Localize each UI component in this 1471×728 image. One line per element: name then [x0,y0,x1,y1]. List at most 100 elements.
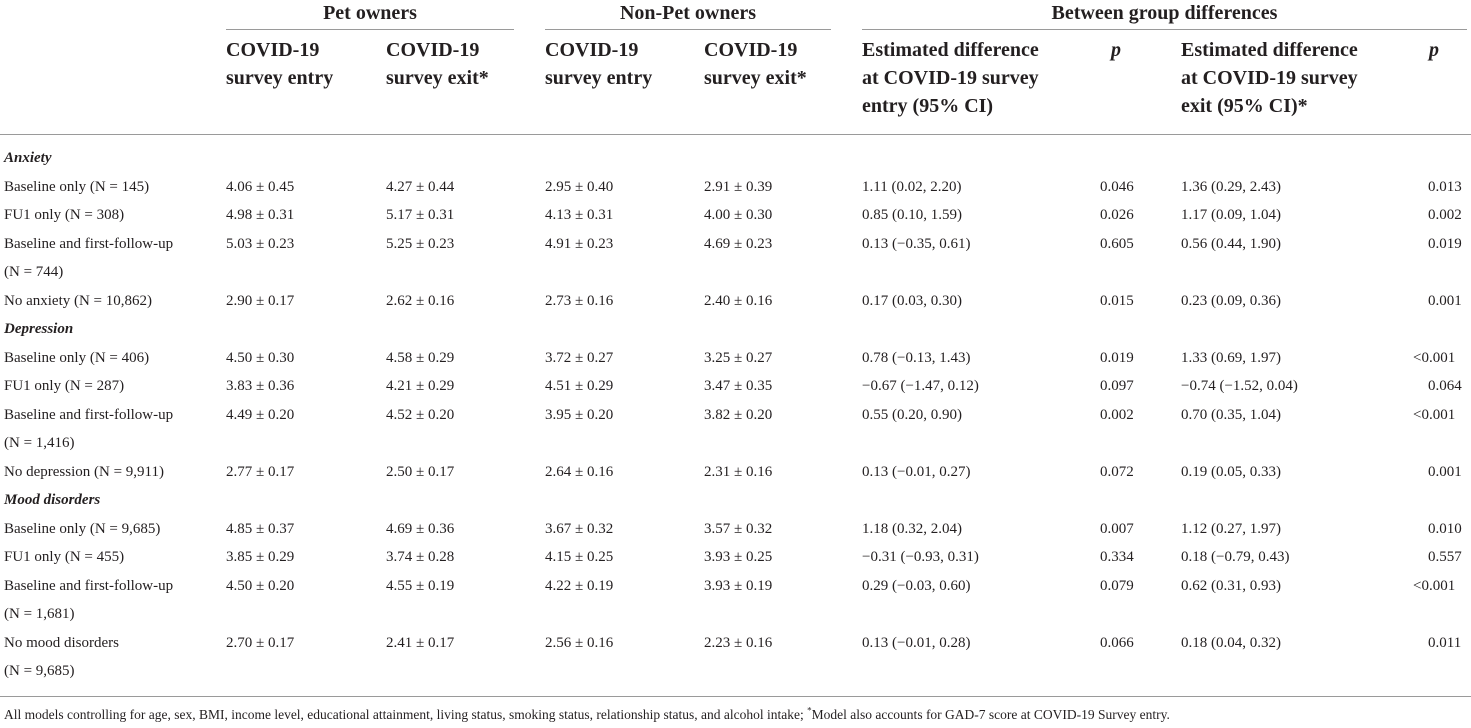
cell-pet-entry: 4.49 ± 0.20 [226,406,295,423]
group-header-pet-owners: Pet owners [323,2,417,24]
group-header-non-pet-owners: Non-Pet owners [619,2,757,24]
cell-diff-exit: 1.12 (0.27, 1.97) [1181,520,1281,537]
cell-np-entry: 3.67 ± 0.32 [545,520,614,537]
col-header-pet-entry: COVID-19 survey entry [226,39,334,89]
cell-pet-entry: 5.03 ± 0.23 [226,235,295,252]
cell-p1: 0.019 [1100,349,1134,366]
col-header-pet-exit: COVID-19 survey exit* [386,39,489,89]
cell-diff-exit: 0.19 (0.05, 0.33) [1181,463,1281,480]
col-header-nonpet-exit: COVID-19 survey exit* [704,39,807,89]
cell-p2: 0.002 [1428,207,1462,223]
cell-diff-entry: −0.67 (−1.47, 0.12) [862,378,979,394]
cell-pet-entry: 4.50 ± 0.30 [226,349,295,366]
cell-pet-exit: 4.52 ± 0.20 [386,406,455,423]
cell-p1: 0.002 [1100,406,1134,423]
cell-np-entry: 2.64 ± 0.16 [545,463,614,480]
cell-diff-exit: 0.70 (0.35, 1.04) [1181,406,1281,423]
cell-diff-entry: 0.13 (−0.01, 0.28) [862,634,971,651]
footnote-text: All models controlling for age, sex, BMI… [4,707,808,722]
row-label: Baseline only (N = 406) [4,349,150,366]
row-label: No depression (N = 9,911) [4,463,164,480]
section-heading: Anxiety [4,150,52,166]
cell-pet-exit: 2.62 ± 0.16 [386,292,455,309]
cell-np-exit: 3.93 ± 0.25 [704,549,773,565]
cell-pet-entry: 2.70 ± 0.17 [226,634,295,651]
group-rule-non-pet-owners [545,29,831,30]
cell-diff-entry: 0.13 (−0.35, 0.61) [862,235,971,252]
cell-np-entry: 4.22 ± 0.19 [545,577,614,594]
cell-diff-entry: 0.85 (0.10, 1.59) [862,207,962,223]
cell-diff-exit: 0.56 (0.44, 1.90) [1181,235,1281,252]
row-label: FU1 only (N = 455) [4,549,125,565]
cell-diff-exit: 0.23 (0.09, 0.36) [1181,292,1281,309]
col-header-p-entry: p [1111,39,1121,61]
cell-p2: 0.557 [1428,549,1462,565]
cell-pet-entry: 4.98 ± 0.31 [226,207,295,223]
cell-pet-entry: 4.06 ± 0.45 [226,178,295,195]
cell-np-exit: 2.23 ± 0.16 [704,634,773,651]
group-rule-pet-owners [226,29,514,30]
row-label: Baseline only (N = 9,685) [4,520,161,537]
cell-np-entry: 3.95 ± 0.20 [545,406,614,423]
cell-p1: 0.079 [1100,577,1134,594]
cell-np-entry: 4.91 ± 0.23 [545,235,614,252]
cell-pet-exit: 4.69 ± 0.36 [386,520,455,537]
cell-diff-entry: 1.18 (0.32, 2.04) [862,520,962,537]
row-label: FU1 only (N = 287) [4,378,125,394]
footnote-rest: Model also accounts for GAD-7 score at C… [811,707,1170,722]
cell-pet-entry: 2.77 ± 0.17 [226,463,295,480]
cell-np-exit: 2.91 ± 0.39 [704,178,773,195]
cell-diff-entry: 1.11 (0.02, 2.20) [862,178,962,195]
cell-diff-exit: 0.62 (0.31, 0.93) [1181,577,1281,594]
cell-diff-entry: −0.31 (−0.93, 0.31) [862,549,979,565]
col-header-diff-entry: Estimated difference at COVID-19 survey … [862,39,1039,117]
section-heading: Depression [4,321,74,337]
cell-diff-entry: 0.29 (−0.03, 0.60) [862,577,971,594]
cell-diff-exit: 1.33 (0.69, 1.97) [1181,349,1281,366]
cell-diff-entry: 0.55 (0.20, 0.90) [862,406,962,423]
col-header-nonpet-entry: COVID-19 survey entry [545,39,653,89]
cell-p1: 0.046 [1100,178,1134,195]
cell-p2: <0.001 [1413,406,1456,423]
cell-diff-exit: 0.18 (0.04, 0.32) [1181,634,1281,651]
cell-np-exit: 4.00 ± 0.30 [704,207,773,223]
cell-pet-exit: 4.21 ± 0.29 [386,378,455,394]
cell-pet-entry: 2.90 ± 0.17 [226,292,295,309]
cell-p2: 0.011 [1428,634,1462,651]
cell-p2: 0.001 [1428,463,1462,480]
cell-np-exit: 3.57 ± 0.32 [704,520,773,537]
cell-p1: 0.007 [1100,520,1134,537]
table-bottom-rule [0,696,1471,697]
header-bottom-rule [0,134,1471,135]
cell-p1: 0.026 [1100,207,1134,223]
cell-p2: 0.001 [1428,292,1462,309]
row-label: Baseline and first-follow-up (N = 1,416) [4,406,174,452]
cell-np-entry: 4.15 ± 0.25 [545,549,614,565]
cell-p2: 0.064 [1428,378,1462,394]
cell-np-exit: 3.82 ± 0.20 [704,406,773,423]
cell-pet-exit: 4.27 ± 0.44 [386,178,455,195]
cell-diff-exit: 0.18 (−0.79, 0.43) [1181,549,1290,565]
cell-np-exit: 2.31 ± 0.16 [704,463,773,480]
row-label: Baseline and first-follow-up (N = 1,681) [4,577,174,623]
cell-p2: 0.010 [1428,520,1462,537]
cell-np-exit: 4.69 ± 0.23 [704,235,773,252]
cell-p2: <0.001 [1413,349,1456,366]
table-footnote: All models controlling for age, sex, BMI… [4,706,1170,724]
cell-diff-exit: 1.17 (0.09, 1.04) [1181,207,1281,223]
cell-np-entry: 2.73 ± 0.16 [545,292,614,309]
cell-p2: <0.001 [1413,577,1456,594]
cell-p1: 0.066 [1100,634,1134,651]
cell-diff-entry: 0.17 (0.03, 0.30) [862,292,962,309]
cell-np-exit: 3.93 ± 0.19 [704,577,773,594]
row-label: Baseline only (N = 145) [4,178,150,195]
cell-np-exit: 2.40 ± 0.16 [704,292,773,309]
row-label: No anxiety (N = 10,862) [4,292,153,309]
cell-pet-exit: 2.50 ± 0.17 [386,463,455,480]
cell-pet-entry: 4.85 ± 0.37 [226,520,295,537]
row-label: No mood disorders (N = 9,685) [4,634,119,680]
cell-p1: 0.015 [1100,292,1134,309]
col-header-diff-exit: Estimated difference at COVID-19 survey … [1181,39,1358,117]
cell-p1: 0.097 [1100,378,1134,394]
col-header-p-exit: p [1429,39,1439,61]
